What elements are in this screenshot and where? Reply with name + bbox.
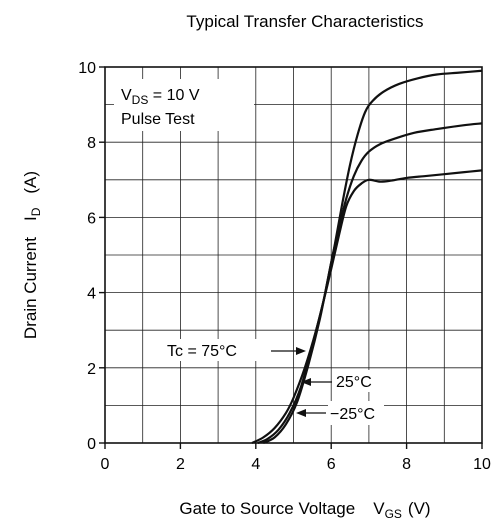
annotation-bg-m25	[328, 401, 384, 425]
y-tick-label: 2	[87, 361, 96, 378]
pulse-test-label: Pulse Test	[121, 111, 195, 128]
x-tick-label: 0	[101, 456, 110, 473]
annotation-75c: Tc = 75°C	[167, 343, 237, 360]
annotation-minus25c: −25°C	[330, 406, 375, 423]
y-tick-label: 4	[87, 286, 96, 303]
annotation-bg-75	[165, 339, 263, 361]
y-axis-label: Drain CurrentID(A)	[21, 171, 43, 339]
x-axis-label: Gate to Source Voltage VGS (V)	[179, 499, 430, 521]
x-tick-labels: 0 2 4 6 8 10	[101, 456, 491, 473]
y-tick-label: 10	[78, 60, 96, 77]
annotation-25c: 25°C	[336, 374, 372, 391]
curve-series-1	[257, 122, 483, 445]
y-tick-label: 0	[87, 436, 96, 453]
curve-series-0	[251, 169, 483, 444]
vds-condition: VDS = 10 V	[121, 87, 200, 107]
annotation-bg-25	[332, 370, 384, 392]
chart-title: Typical Transfer Characteristics	[186, 12, 423, 31]
x-tick-label: 2	[176, 456, 185, 473]
conditions-box	[114, 79, 254, 131]
x-tick-label: 10	[473, 456, 491, 473]
y-tick-labels: 0 2 4 6 8 10	[78, 60, 96, 453]
ticks	[99, 66, 483, 449]
x-tick-label: 8	[402, 456, 411, 473]
curve-series-2	[262, 69, 483, 445]
arrow-m25c-head	[296, 409, 306, 417]
plot-frame	[104, 66, 483, 444]
curves	[251, 69, 483, 445]
y-tick-label: 8	[87, 135, 96, 152]
y-tick-label: 6	[87, 210, 96, 227]
arrow-75c-head	[296, 347, 306, 355]
arrow-25c-head	[301, 378, 311, 386]
x-tick-label: 4	[251, 456, 260, 473]
x-tick-label: 6	[327, 456, 336, 473]
